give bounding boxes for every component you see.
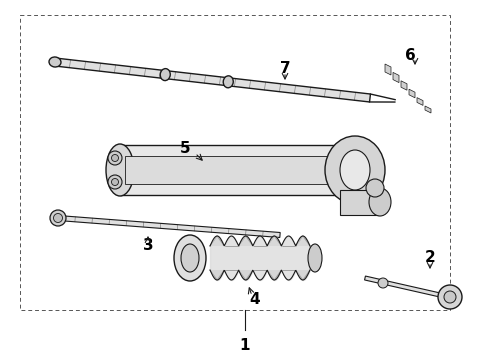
Bar: [120, 145, 340, 195]
Ellipse shape: [108, 175, 122, 189]
Text: 2: 2: [425, 251, 436, 266]
Polygon shape: [210, 270, 224, 280]
Polygon shape: [401, 81, 407, 90]
Ellipse shape: [50, 210, 66, 226]
Bar: [20, 15, 450, 310]
Ellipse shape: [340, 150, 370, 190]
Text: 1: 1: [240, 338, 250, 352]
Polygon shape: [54, 58, 370, 102]
Ellipse shape: [223, 76, 233, 88]
Polygon shape: [239, 270, 253, 280]
Ellipse shape: [160, 69, 170, 81]
Polygon shape: [295, 270, 310, 280]
Polygon shape: [58, 216, 280, 238]
Ellipse shape: [53, 213, 63, 222]
Ellipse shape: [112, 154, 119, 162]
Text: 7: 7: [280, 60, 290, 76]
Polygon shape: [409, 89, 415, 98]
Ellipse shape: [325, 136, 385, 204]
Bar: [340, 190, 380, 215]
Polygon shape: [239, 236, 253, 246]
Ellipse shape: [308, 244, 322, 272]
Polygon shape: [417, 98, 423, 105]
Polygon shape: [267, 236, 281, 246]
Ellipse shape: [112, 179, 119, 185]
Polygon shape: [365, 276, 441, 297]
Ellipse shape: [378, 278, 388, 288]
Ellipse shape: [108, 151, 122, 165]
Ellipse shape: [174, 235, 206, 281]
Polygon shape: [385, 64, 391, 75]
Ellipse shape: [438, 285, 462, 309]
Bar: [125, 156, 335, 184]
Ellipse shape: [106, 144, 134, 196]
Ellipse shape: [181, 244, 199, 272]
Ellipse shape: [49, 57, 61, 67]
Polygon shape: [210, 236, 224, 246]
Ellipse shape: [366, 179, 384, 197]
Text: 6: 6: [405, 48, 416, 63]
Text: 4: 4: [250, 292, 260, 307]
Ellipse shape: [444, 291, 456, 303]
Ellipse shape: [369, 188, 391, 216]
Polygon shape: [295, 236, 310, 246]
Text: 3: 3: [143, 238, 153, 252]
Polygon shape: [393, 72, 399, 82]
Polygon shape: [425, 106, 431, 113]
Text: 5: 5: [180, 140, 190, 156]
Polygon shape: [267, 270, 281, 280]
